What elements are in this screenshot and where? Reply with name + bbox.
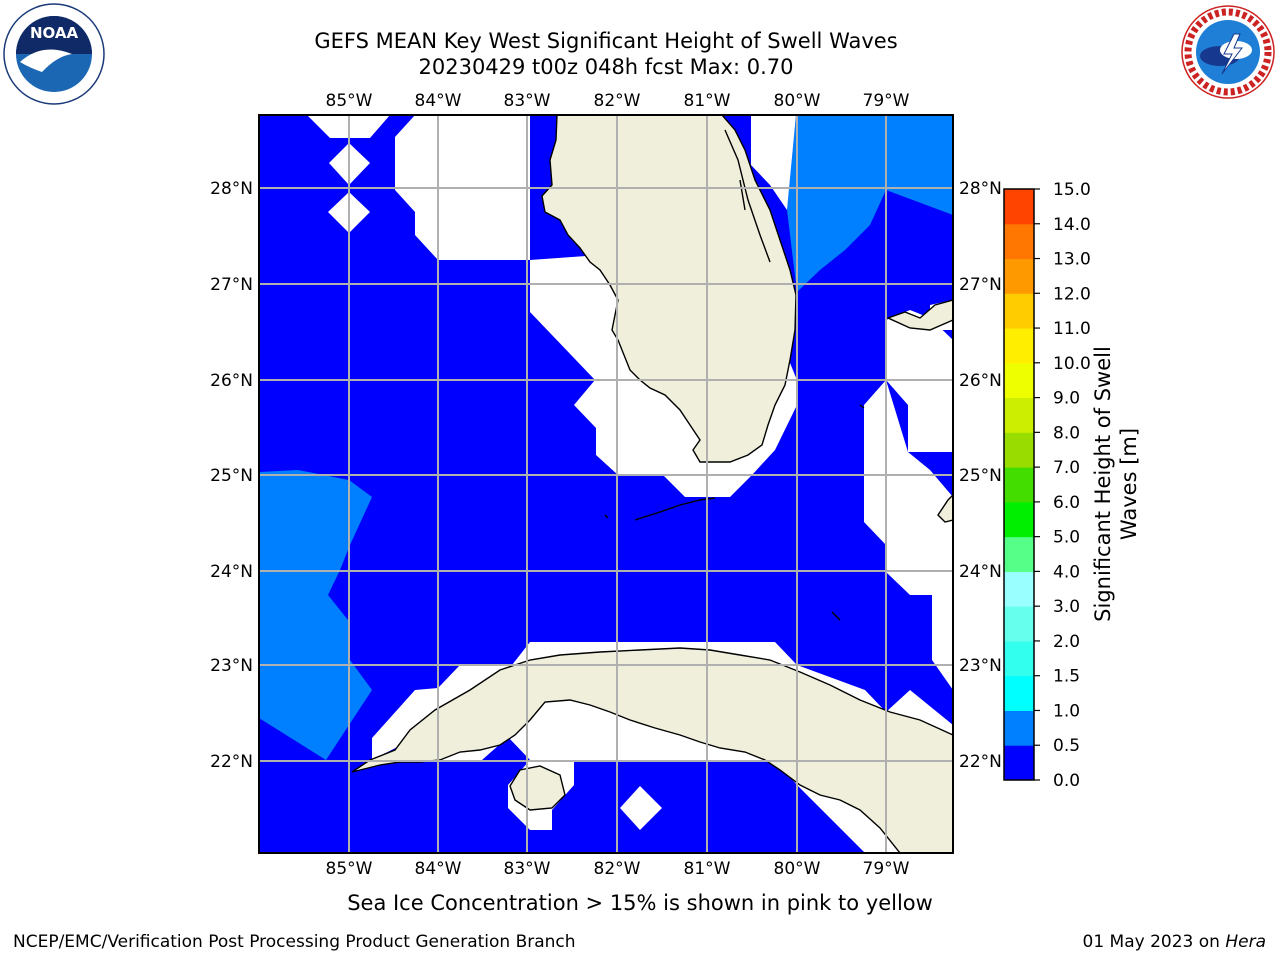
bahamas-land-2: [937, 494, 953, 523]
lon-label: 80°W: [774, 859, 821, 879]
colorbar-tick-label: 1.5: [1053, 667, 1080, 687]
colorbar-tick-label: 7.0: [1053, 458, 1080, 478]
lon-label: 81°W: [684, 859, 731, 879]
lon-label: 85°W: [326, 859, 373, 879]
colorbar-tick-label: 14.0: [1053, 215, 1091, 235]
lat-label: 26°N: [210, 371, 253, 391]
lon-label: 83°W: [504, 91, 551, 111]
colorbar-swatch: [1004, 397, 1034, 433]
colorbar-tick-label: 12.0: [1053, 284, 1091, 304]
lat-label: 25°N: [959, 466, 1002, 486]
lon-label: 84°W: [415, 91, 462, 111]
colorbar-tick-label: 11.0: [1053, 319, 1091, 339]
lon-label: 84°W: [415, 859, 462, 879]
footer-host: Hera: [1225, 932, 1266, 952]
colorbar-swatch: [1004, 467, 1034, 503]
colorbar-frame: [1003, 188, 1035, 781]
footer-producer: NCEP/EMC/Verification Post Processing Pr…: [13, 932, 576, 952]
lon-label: 81°W: [684, 91, 731, 111]
colorbar-swatch: [1004, 536, 1034, 572]
colorbar-swatch: [1004, 640, 1034, 677]
cuba-land: [351, 647, 953, 853]
lon-label: 79°W: [863, 859, 910, 879]
lon-label: 79°W: [863, 91, 910, 111]
colorbar-tick-label: 6.0: [1053, 493, 1080, 513]
lat-label: 27°N: [959, 275, 1002, 295]
colorbar-tick-label: 3.0: [1053, 597, 1080, 617]
lat-label: 28°N: [959, 179, 1002, 199]
colorbar-tick-label: 15.0: [1053, 180, 1091, 200]
colorbar-swatch: [1004, 328, 1034, 364]
colorbar-tick-label: 10.0: [1053, 354, 1091, 374]
lat-label: 25°N: [210, 466, 253, 486]
map-frame: [258, 114, 954, 854]
lon-label: 82°W: [594, 859, 641, 879]
lat-label: 28°N: [210, 179, 253, 199]
colorbar-swatch: [1004, 432, 1034, 468]
lat-label: 24°N: [210, 562, 253, 582]
bahamas-land-1: [886, 299, 953, 331]
lat-labels-left: 28°N 27°N 26°N 25°N 24°N 23°N 22°N: [210, 179, 253, 772]
lat-label: 23°N: [959, 656, 1002, 676]
lat-label: 26°N: [959, 371, 1002, 391]
lat-label: 24°N: [959, 562, 1002, 582]
noaa-logo-text: NOAA: [30, 24, 79, 42]
colorbar-tick-label: 9.0: [1053, 389, 1080, 409]
lat-label: 23°N: [210, 656, 253, 676]
swell-field-mid-west: [259, 470, 372, 760]
lon-label: 85°W: [326, 91, 373, 111]
colorbar-tick-label: 5.0: [1053, 528, 1080, 548]
colorbar-swatch: [1004, 223, 1034, 260]
land-masses: [351, 115, 953, 853]
sea-ice-note-text: Sea Ice Concentration > 15% is shown in …: [347, 891, 933, 915]
colorbar-tick-label: 4.0: [1053, 562, 1080, 582]
nws-logo: [1181, 5, 1275, 99]
swell-field-mid-northeast: [787, 115, 953, 292]
map-area: [259, 115, 953, 853]
colorbar-swatch: [1004, 189, 1034, 225]
noaa-logo: NOAA: [3, 3, 105, 105]
lat-label: 22°N: [959, 752, 1002, 772]
footer-date-text: 01 May 2023 on: [1082, 932, 1226, 952]
coastline-details: [604, 129, 865, 621]
colorbar-tick-label: 8.0: [1053, 423, 1080, 443]
chart-subtitle: 20230429 t00z 048h fcst Max: 0.70: [418, 55, 794, 79]
colorbar: 0.0 0.5 1.0 1.5 2.0 3.0 4.0 5.0 6.0 7.0 8.0 9.0 10.0…: [1003, 180, 1091, 791]
lon-label: 83°W: [504, 859, 551, 879]
florida-land: [541, 115, 797, 463]
colorbar-swatch: [1004, 745, 1034, 781]
sea-ice-note: Sea Ice Concentration > 15% is shown in …: [0, 891, 1280, 915]
chart-title: GEFS MEAN Key West Significant Height of…: [314, 29, 898, 53]
colorbar-tick-label: 1.0: [1053, 701, 1080, 721]
colorbar-label-text: Significant Height of Swell Waves [m]: [1091, 346, 1141, 622]
colorbar-swatch: [1004, 362, 1034, 399]
lon-label: 80°W: [774, 91, 821, 111]
colorbar-swatch: [1004, 501, 1034, 538]
colorbar-swatch: [1004, 675, 1034, 711]
lon-labels-bottom: 85°W 84°W 83°W 82°W 81°W 80°W 79°W: [326, 859, 910, 879]
footer-date: 01 May 2023 on Hera: [1083, 932, 1267, 952]
colorbar-swatch: [1004, 293, 1034, 329]
lon-label: 82°W: [594, 91, 641, 111]
colorbar-swatch: [1004, 606, 1034, 642]
map-gridlines: [259, 115, 953, 853]
lat-labels-right: 28°N 27°N 26°N 25°N 24°N 23°N 22°N: [959, 179, 1002, 772]
colorbar-tick-label: 13.0: [1053, 250, 1091, 270]
colorbar-tick-label: 0.5: [1053, 736, 1080, 756]
lon-labels-top: 85°W 84°W 83°W 82°W 81°W 80°W 79°W: [326, 91, 910, 111]
colorbar-swatch: [1004, 710, 1034, 746]
colorbar-swatch: [1004, 571, 1034, 607]
colorbar-swatch: [1004, 258, 1034, 294]
colorbar-tick-label: 0.0: [1053, 771, 1080, 791]
colorbar-tick-label: 2.0: [1053, 632, 1080, 652]
lat-label: 22°N: [210, 752, 253, 772]
lat-label: 27°N: [210, 275, 253, 295]
